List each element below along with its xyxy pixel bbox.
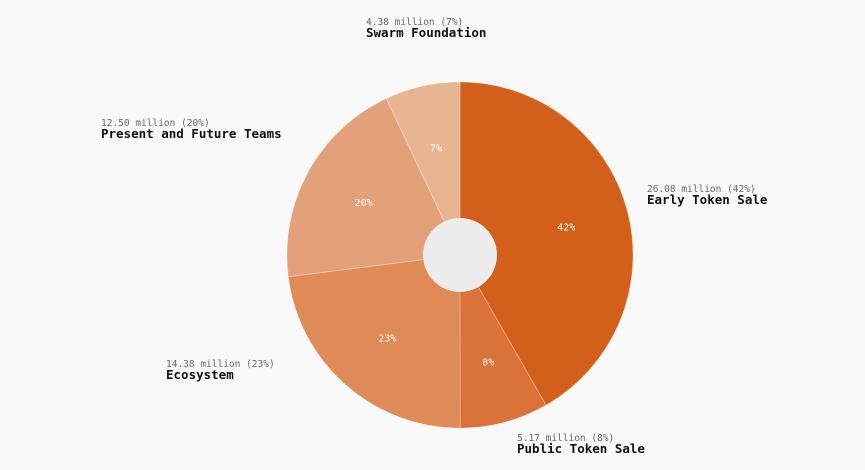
slice-name-label-0: Early Token Sale	[647, 192, 768, 207]
slice-name-label-3: Present and Future Teams	[101, 126, 282, 141]
slice-value-label-1: 5.17 million (8%)	[517, 433, 614, 444]
slice-name-label-4: Swarm Foundation	[366, 25, 486, 40]
slice-percent-label-3: 20%	[355, 198, 373, 209]
pie-slice-0	[459, 81, 634, 406]
pie-slice-2	[287, 254, 461, 429]
slice-percent-label-1: 8%	[482, 357, 494, 368]
slice-name-label-1: Public Token Sale	[517, 441, 645, 456]
pie-slice-3	[286, 97, 461, 278]
slice-value-label-4: 4.38 million (7%)	[366, 17, 463, 28]
inner-labels-layer: 42% 8% 23% 20% 7%	[355, 144, 576, 369]
slice-value-label-0: 26.08 million (42%)	[647, 184, 756, 195]
slice-name-label-2: Ecosystem	[166, 367, 234, 382]
slice-percent-label-4: 7%	[430, 144, 442, 155]
slice-percent-label-2: 23%	[378, 334, 396, 345]
outer-labels-layer: 26.08 million (42%)Early Token Sale 5.17 …	[101, 17, 768, 456]
donut-hole	[423, 218, 497, 292]
pie-slice-4	[385, 81, 461, 256]
slice-percent-label-0: 42%	[557, 223, 575, 234]
pie-slice-1	[459, 253, 547, 429]
slice-value-label-2: 14.38 million (23%)	[166, 359, 275, 370]
slice-value-label-3: 12.50 million (20%)	[101, 118, 210, 129]
slices-layer	[286, 81, 634, 429]
